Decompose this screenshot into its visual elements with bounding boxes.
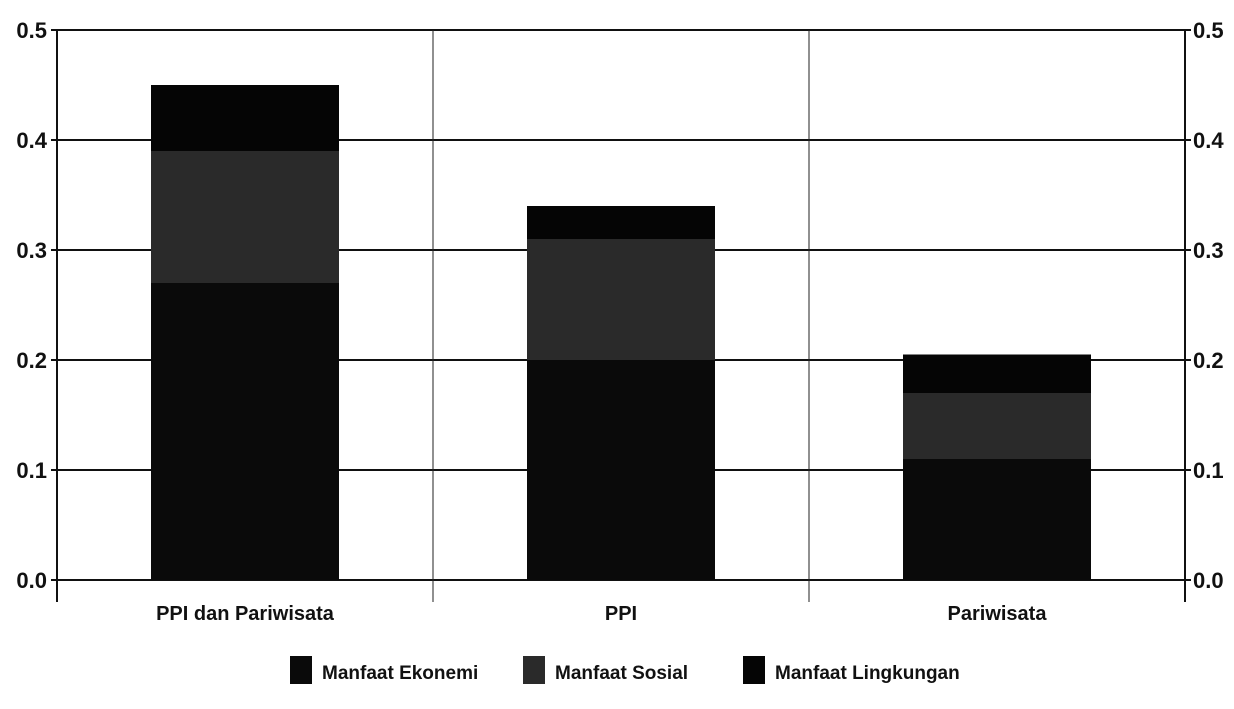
- x-tick-label: PPI: [605, 603, 637, 625]
- y-tick-label-right: 0.4: [1193, 128, 1224, 153]
- y-tick-label-left: 0.0: [16, 568, 47, 593]
- x-tick-label: PPI dan Pariwisata: [156, 603, 335, 625]
- y-tick-label-left: 0.4: [16, 128, 47, 153]
- bar-lingkungan: [151, 85, 339, 151]
- y-tick-label-right: 0.2: [1193, 348, 1224, 373]
- legend-swatch: [743, 656, 765, 684]
- y-tick-label-right: 0.1: [1193, 458, 1224, 483]
- y-tick-label-right: 0.5: [1193, 18, 1224, 43]
- legend-label: Manfaat Ekonemi: [322, 663, 478, 684]
- bar-ekonomi: [527, 360, 715, 580]
- y-tick-label-left: 0.1: [16, 458, 47, 483]
- y-tick-label-left: 0.5: [16, 18, 47, 43]
- bar-ekonomi: [151, 283, 339, 580]
- bar-sosial: [903, 393, 1091, 459]
- y-tick-label-right: 0.3: [1193, 238, 1224, 263]
- bar-sosial: [151, 151, 339, 283]
- x-tick-label: Pariwisata: [948, 603, 1048, 625]
- legend-label: Manfaat Sosial: [555, 663, 688, 684]
- bar-ekonomi: [903, 459, 1091, 580]
- y-tick-label-left: 0.3: [16, 238, 47, 263]
- y-tick-label-left: 0.2: [16, 348, 47, 373]
- bar-lingkungan: [903, 354, 1091, 393]
- legend-swatch: [523, 656, 545, 684]
- bar-sosial: [527, 239, 715, 360]
- bar-lingkungan: [527, 206, 715, 239]
- legend-swatch: [290, 656, 312, 684]
- y-tick-label-right: 0.0: [1193, 568, 1224, 593]
- legend-label: Manfaat Lingkungan: [775, 663, 960, 684]
